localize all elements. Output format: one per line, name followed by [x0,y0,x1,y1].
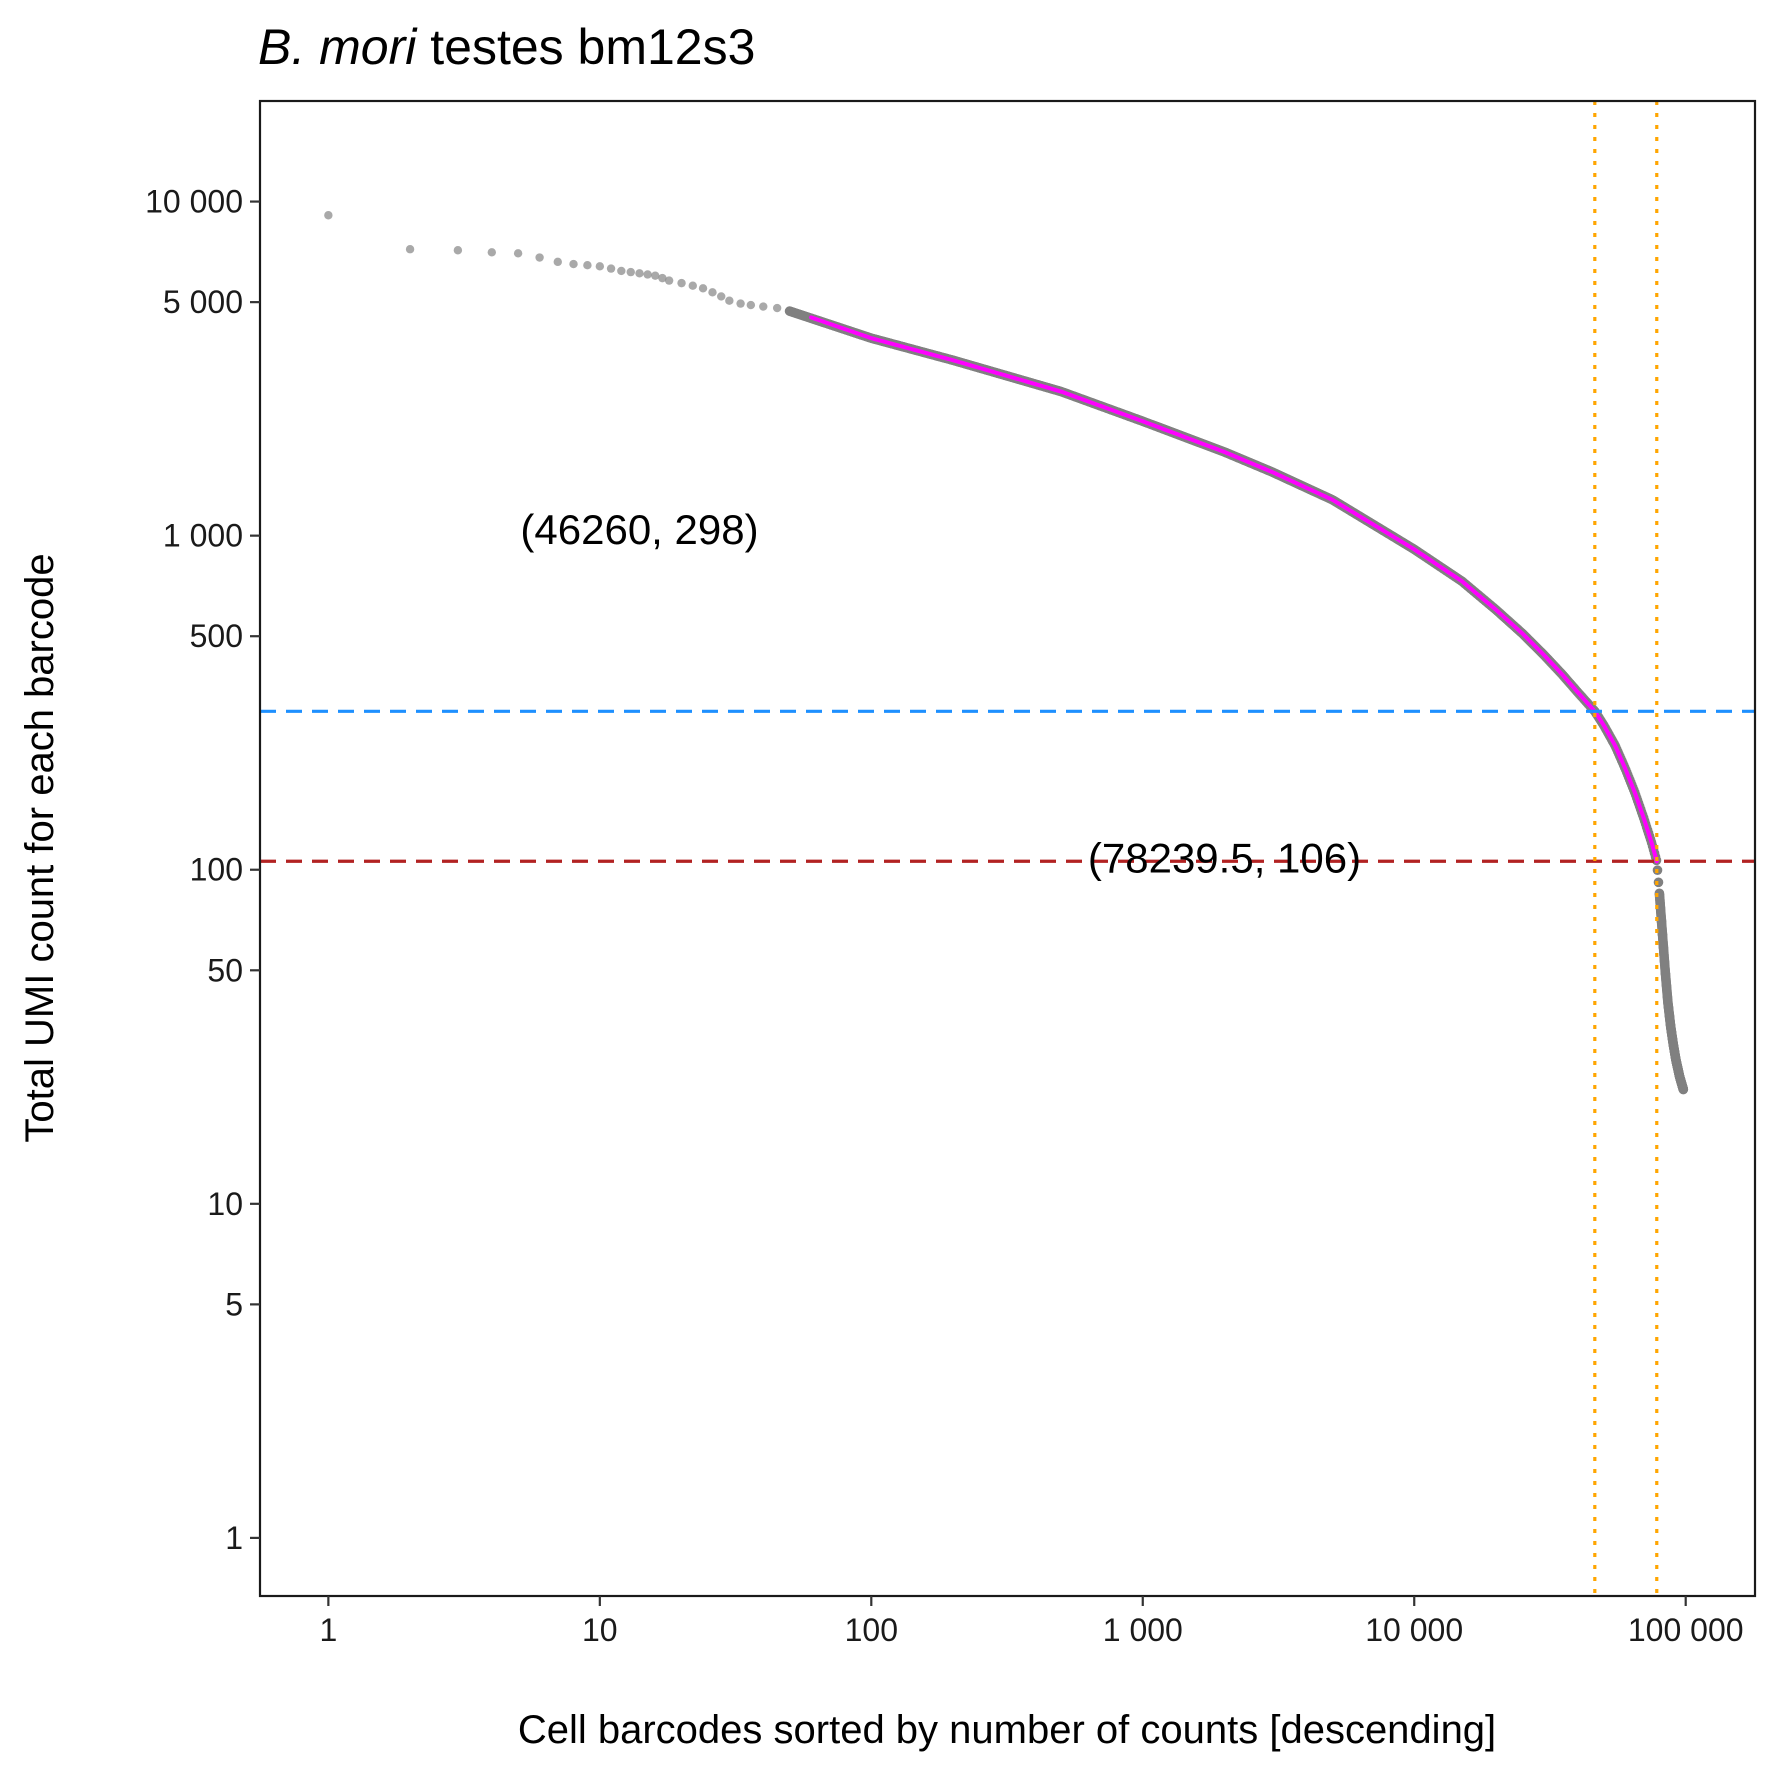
annotation-1: (46260, 298) [520,506,758,553]
y-tick-label: 1 [225,1520,243,1556]
data-point [664,276,674,285]
data-point [487,248,496,257]
y-tick-label: 1 000 [163,518,243,554]
tail-points [1654,888,1689,1095]
chart-title-italic: B. mori [258,19,418,75]
y-axis-title: Total UMI count for each barcode [18,553,62,1142]
data-point [583,260,592,270]
data-point [535,253,544,262]
y-tick-label: 10 000 [145,184,243,220]
panel-content [260,101,1755,1596]
x-axis-title: Cell barcodes sorted by number of counts… [518,1708,1496,1752]
data-point [759,302,768,311]
data-point [569,259,578,269]
chart-title: B. mori testes bm12s3 [258,19,755,75]
chart-title-rest: testes bm12s3 [416,19,755,75]
data-point [643,270,652,279]
highlight-line [809,315,1659,864]
y-tick-label: 5 [225,1286,243,1322]
panel-border [258,99,1757,1598]
y-tick-label: 5 000 [163,284,243,320]
plot-layer: (46260, 298) (78239.5, 106) [260,101,1755,1596]
x-tick-label: 100 000 [1628,1612,1744,1648]
data-point [324,211,333,220]
curve-point [1653,877,1664,888]
data-point [553,257,562,267]
data-point [677,278,686,288]
data-point [746,300,756,310]
x-tick-label: 1 [320,1612,338,1648]
curve-points [784,306,1689,1095]
data-point [453,246,463,255]
data-point [635,269,644,278]
data-point [595,262,605,271]
annotation-2: (78239.5, 106) [1088,834,1361,881]
y-tick-label: 50 [207,952,243,988]
axis-layer: 1 10 100 1 000 10 000 100 000 1 5 10 50 100 500 1 00… [145,99,1757,1648]
data-point [736,299,745,308]
data-point [708,288,717,297]
x-tick-label: 10 [582,1612,618,1648]
data-point [688,281,697,290]
data-point [606,264,616,273]
x-tick-label: 10 000 [1365,1612,1463,1648]
y-tick-label: 100 [190,852,243,888]
data-point [772,303,782,313]
y-tick-label: 10 [207,1186,243,1222]
data-point [725,296,734,305]
data-point [658,273,667,283]
y-tick-label: 500 [190,618,243,654]
data-point [698,284,708,293]
data-point [617,266,626,276]
data-point [717,292,726,301]
tail-point [1678,1084,1689,1095]
data-point [513,249,523,258]
data-point [405,245,415,254]
data-point [651,271,660,280]
x-tick-label: 100 [845,1612,898,1648]
data-point [626,267,635,277]
x-tick-label: 1 000 [1103,1612,1183,1648]
